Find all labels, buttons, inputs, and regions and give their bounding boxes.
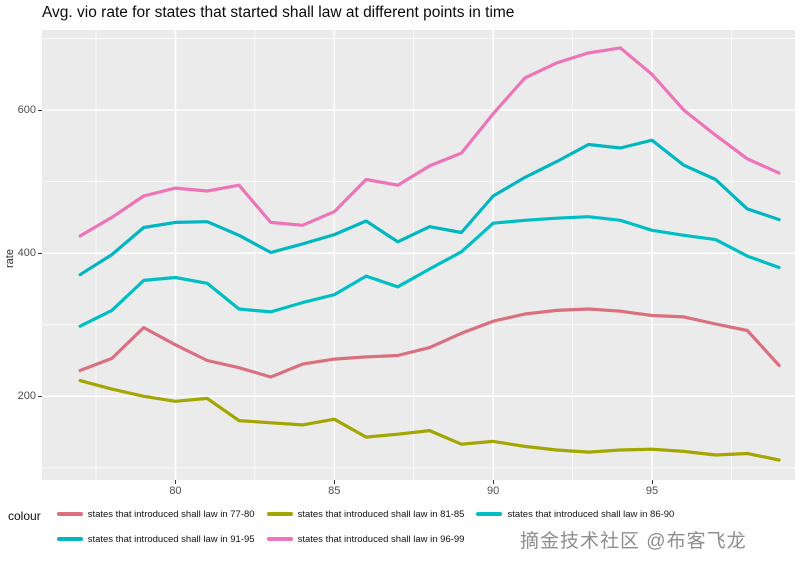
legend-items: states that introduced shall law in 77-8… xyxy=(56,506,777,547)
legend-item-label: states that introduced shall law in 91-9… xyxy=(87,533,255,545)
plot-panel xyxy=(42,30,795,480)
legend-key-line xyxy=(476,512,503,516)
x-tick-mark xyxy=(175,480,177,484)
legend-item: states that introduced shall law in 91-9… xyxy=(56,531,255,547)
series-line xyxy=(78,307,781,379)
y-tick-label: 600 xyxy=(17,104,36,117)
legend-item-label: states that introduced shall law in 81-8… xyxy=(297,508,465,520)
legend-item: states that introduced shall law in 86-9… xyxy=(476,506,674,522)
x-tick-mark xyxy=(652,480,654,484)
legend-key-line xyxy=(56,512,83,516)
x-tick-label: 80 xyxy=(169,485,182,497)
legend-item-label: states that introduced shall law in 77-8… xyxy=(87,508,255,520)
legend-item-label: states that introduced shall law in 96-9… xyxy=(297,533,465,545)
x-tick-label: 95 xyxy=(645,485,659,497)
plot-svg xyxy=(42,30,795,480)
legend-key-line xyxy=(266,537,293,541)
legend-item: states that introduced shall law in 81-8… xyxy=(266,506,465,522)
legend-item: states that introduced shall law in 96-9… xyxy=(266,531,465,547)
legend-key-line xyxy=(56,537,83,541)
x-tick-label: 85 xyxy=(328,485,341,497)
y-tick-mark xyxy=(38,396,42,398)
series-line xyxy=(78,379,781,462)
legend-item-label: states that introduced shall law in 86-9… xyxy=(507,508,675,520)
legend-title: colour xyxy=(8,509,41,523)
series-line xyxy=(78,138,781,277)
legend: colour states that introduced shall law … xyxy=(8,506,777,547)
y-tick-mark xyxy=(38,110,42,112)
x-tick-label: 90 xyxy=(487,485,500,497)
watermark: 摘金技术社区 @布客飞龙 xyxy=(520,531,747,552)
chart-title: Avg. vio rate for states that started sh… xyxy=(42,4,515,21)
legend-item: states that introduced shall law in 77-8… xyxy=(56,506,255,522)
x-tick-mark xyxy=(493,480,495,484)
x-tick-mark xyxy=(334,480,336,484)
legend-key-line xyxy=(266,512,293,516)
y-tick-mark xyxy=(38,253,42,255)
y-tick-label: 400 xyxy=(17,247,36,260)
series-line xyxy=(78,46,781,238)
series-line xyxy=(78,215,781,328)
y-tick-label: 200 xyxy=(17,390,36,403)
